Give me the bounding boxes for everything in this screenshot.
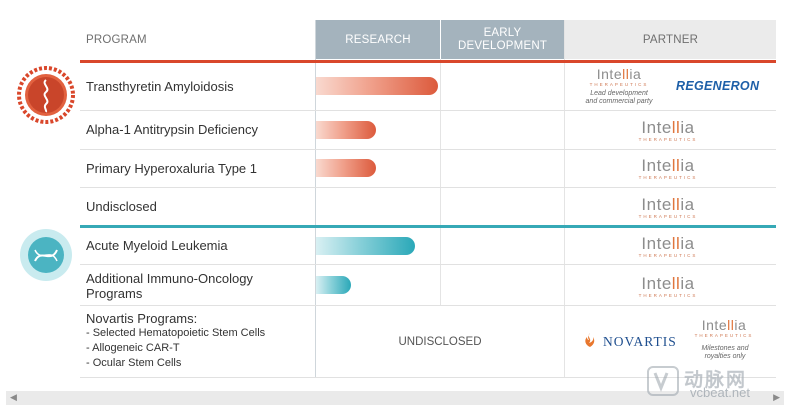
program-label-ph1: Primary Hyperoxaluria Type 1 <box>86 161 257 176</box>
scroll-right-arrow[interactable]: ▶ <box>773 392 780 402</box>
early-dev-column-divider <box>440 59 441 305</box>
liver-section-line <box>80 60 776 63</box>
program-label-io-line2: Programs <box>86 286 143 301</box>
row-divider <box>80 305 776 306</box>
novartis-logo: NOVARTIS <box>603 334 677 349</box>
program-label-ttr: Transthyretin Amyloidosis <box>86 79 234 94</box>
io-section-line <box>80 225 776 228</box>
horizontal-scrollbar[interactable]: ◀ ▶ <box>6 391 784 405</box>
intellia-logo: Intellia THERAPEUTICS <box>694 317 754 339</box>
progress-bar-ttr <box>316 77 438 95</box>
program-label-undisclosed: Undisclosed <box>86 199 157 214</box>
watermark-logo-icon <box>647 366 679 401</box>
progress-bar-aatd <box>316 121 376 139</box>
header-research: RESEARCH <box>316 20 440 59</box>
lipid-nanoparticle-icon <box>17 66 75 124</box>
progress-bar-io <box>316 276 351 294</box>
novartis-program-item: - Allogeneic CAR-T <box>86 342 180 354</box>
intellia-logo: Intellia THERAPEUTICS <box>638 274 698 299</box>
intellia-logo: Intellia THERAPEUTICS <box>589 66 649 88</box>
intellia-logo: Intellia THERAPEUTICS <box>638 234 698 259</box>
watermark-url: vcbeat.net <box>690 385 750 400</box>
novartis-program-item: - Ocular Stem Cells <box>86 357 182 369</box>
header-early-development: EARLY DEVELOPMENT <box>441 20 564 59</box>
intellia-logo: Intellia THERAPEUTICS <box>638 195 698 220</box>
progress-bar-ph1 <box>316 159 376 177</box>
header-program: PROGRAM <box>86 33 147 46</box>
program-label-io-line1: Additional Immuno-Oncology <box>86 271 253 286</box>
novartis-program-item: - Selected Hematopoietic Stem Cells <box>86 327 266 339</box>
regeneron-logo: REGENERON <box>676 79 760 93</box>
partner-column-divider <box>564 20 565 378</box>
progress-bar-aml <box>316 237 415 255</box>
row-divider <box>80 187 776 188</box>
novartis-flame-icon <box>583 332 597 353</box>
novartis-programs-title: Novartis Programs: <box>86 311 198 326</box>
program-label-io: Additional Immuno-Oncology Programs <box>86 271 253 301</box>
row-divider <box>80 264 776 265</box>
row-divider <box>80 149 776 150</box>
novartis-programs: Novartis Programs: - Selected Hematopoie… <box>86 311 265 371</box>
novartis-status: UNDISCLOSED <box>398 336 482 348</box>
lead-development-note: Lead development and commercial party <box>585 90 653 105</box>
row-divider <box>80 377 776 378</box>
scroll-left-arrow[interactable]: ◀ <box>10 392 17 402</box>
header-partner: PARTNER <box>565 20 776 59</box>
row-divider <box>80 110 776 111</box>
program-label-aml: Acute Myeloid Leukemia <box>86 238 228 253</box>
intellia-logo: Intellia THERAPEUTICS <box>638 118 698 143</box>
program-label-aatd: Alpha-1 Antitrypsin Deficiency <box>86 122 258 137</box>
milestones-note: Milestones and royalties only <box>701 345 749 360</box>
dna-cell-icon <box>19 228 73 282</box>
watermark-cn: 动脉网 <box>684 370 748 391</box>
research-column-divider <box>315 20 316 378</box>
intellia-logo: Intellia THERAPEUTICS <box>638 156 698 181</box>
